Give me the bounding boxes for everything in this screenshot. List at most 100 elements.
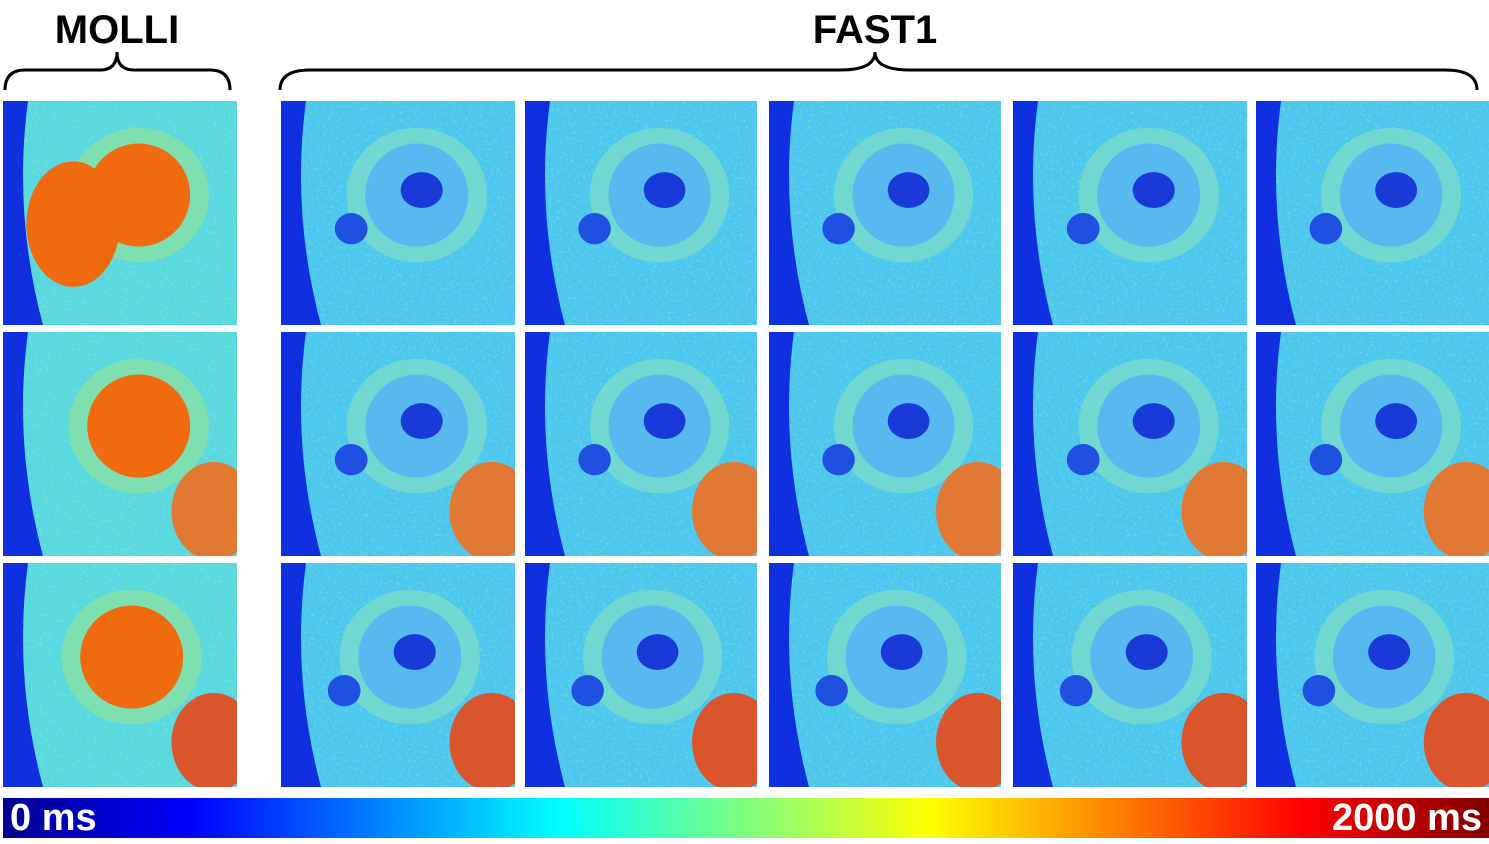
dark-region: [1066, 444, 1100, 476]
liver-region: [936, 461, 1001, 556]
panel-content: [1256, 332, 1489, 556]
dark-region: [1375, 172, 1418, 208]
map-panel: [769, 332, 1001, 556]
chest-wall: [1013, 563, 1053, 787]
chest-wall: [281, 101, 321, 325]
colorbar-max-label: 2000 ms: [1332, 797, 1482, 839]
liver-region: [1423, 692, 1489, 787]
dark-region: [1066, 213, 1100, 245]
map-panel: [281, 101, 515, 325]
panel-content: [3, 332, 237, 556]
chest-wall: [769, 332, 809, 556]
dark-region: [887, 172, 930, 208]
dark-region: [400, 403, 443, 439]
dark-region: [822, 444, 855, 476]
panel-content: [281, 563, 515, 787]
map-panel: [3, 563, 237, 787]
chest-wall: [525, 101, 565, 325]
chest-wall: [1256, 101, 1296, 325]
map-panel: [3, 101, 237, 325]
colorbar: [3, 798, 1489, 838]
chest-wall: [769, 563, 809, 787]
dark-region: [1368, 634, 1411, 671]
dark-region: [643, 403, 686, 439]
panel-grid: [3, 101, 1489, 787]
dark-region: [822, 213, 855, 245]
panel-content: [769, 101, 1001, 325]
map-panel: [281, 563, 515, 787]
dark-region: [636, 634, 679, 671]
panel-content: [3, 101, 237, 325]
molli-title: MOLLI: [55, 8, 179, 52]
chest-wall: [1256, 563, 1296, 787]
chest-wall: [1256, 332, 1296, 556]
liver-region: [449, 461, 515, 556]
panel-content: [769, 332, 1001, 556]
liver-region: [936, 692, 1001, 787]
chest-wall: [525, 563, 565, 787]
chest-wall: [769, 101, 809, 325]
dark-region: [1132, 403, 1175, 439]
dark-region: [1309, 213, 1343, 245]
dark-region: [1309, 444, 1343, 476]
fast1-brace: [278, 51, 1479, 91]
liver-region: [171, 461, 237, 556]
panel-content: [1256, 563, 1489, 787]
dark-region: [815, 675, 848, 707]
panel-content: [1013, 563, 1247, 787]
dark-region: [1375, 403, 1418, 439]
chest-wall: [1013, 332, 1053, 556]
dark-region: [880, 634, 923, 671]
dark-region: [887, 403, 930, 439]
dark-region: [327, 675, 361, 707]
map-panel: [525, 332, 757, 556]
chest-wall: [1013, 101, 1053, 325]
chest-wall: [3, 563, 43, 787]
liver-region: [449, 692, 515, 787]
map-panel: [525, 101, 757, 325]
dark-region: [1125, 634, 1168, 671]
map-panel: [769, 563, 1001, 787]
liver-region: [1181, 461, 1247, 556]
dark-region: [1302, 675, 1336, 707]
colorbar-min-label: 0 ms: [10, 797, 97, 839]
map-panel: [281, 332, 515, 556]
dark-region: [578, 444, 611, 476]
dark-region: [393, 634, 436, 671]
chest-wall: [525, 332, 565, 556]
liver-region: [1423, 461, 1489, 556]
map-panel: [3, 332, 237, 556]
map-panel: [1013, 332, 1247, 556]
fast1-title: FAST1: [813, 8, 937, 52]
panel-content: [525, 101, 757, 325]
map-panel: [525, 563, 757, 787]
liver-region: [692, 692, 757, 787]
map-panel: [1256, 332, 1489, 556]
panel-content: [1013, 101, 1247, 325]
map-panel: [1256, 563, 1489, 787]
blood-pool: [87, 374, 191, 478]
map-panel: [1013, 563, 1247, 787]
chest-wall: [3, 332, 43, 556]
dark-region: [1059, 675, 1093, 707]
dark-region: [1132, 172, 1175, 208]
chest-wall: [281, 563, 321, 787]
blood-pool: [80, 605, 184, 709]
panel-content: [3, 563, 237, 787]
map-panel: [769, 101, 1001, 325]
panel-content: [281, 332, 515, 556]
panel-content: [769, 563, 1001, 787]
map-panel: [1256, 101, 1489, 325]
dark-region: [578, 213, 611, 245]
dark-region: [334, 213, 368, 245]
map-panel: [1013, 101, 1247, 325]
dark-region: [334, 444, 368, 476]
panel-content: [1013, 332, 1247, 556]
liver-region: [171, 692, 237, 787]
panel-content: [281, 101, 515, 325]
panel-content: [1256, 101, 1489, 325]
chest-wall: [3, 101, 43, 325]
dark-region: [643, 172, 686, 208]
